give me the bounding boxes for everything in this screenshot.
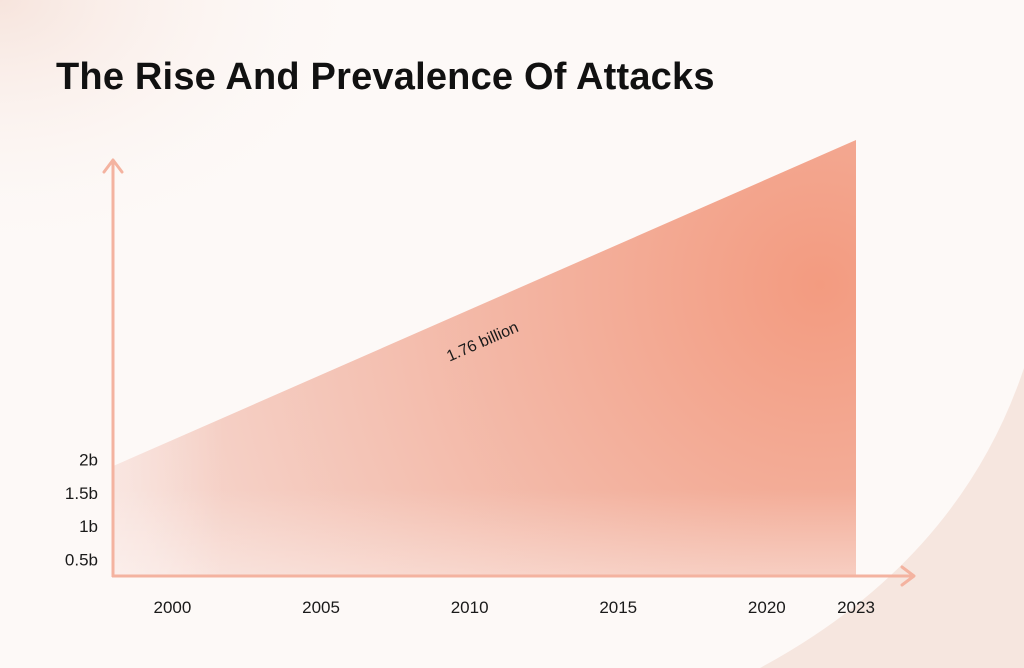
chart-title: The Rise And Prevalence Of Attacks [56, 56, 715, 98]
y-tick-label: 0.5b [65, 550, 98, 569]
x-tick-label: 2000 [154, 598, 192, 617]
background-corner-shape [760, 368, 1024, 668]
background-glow [0, 0, 380, 260]
y-tick-label: 1.5b [65, 484, 98, 503]
x-tick-label: 2015 [599, 598, 637, 617]
tick-labels: 2000 2005 2010 2015 2020 2023 0.5b 1b 1.5b 2b [65, 451, 875, 617]
x-tick-label: 2005 [302, 598, 340, 617]
y-axis-arrow-icon [102, 158, 124, 174]
x-tick-label: 2010 [451, 598, 489, 617]
x-axis-arrow-icon [900, 565, 916, 587]
y-tick-label: 2b [79, 451, 98, 470]
area-left-fade [113, 140, 856, 576]
y-tick-label: 1b [79, 517, 98, 536]
area-layer [113, 140, 856, 576]
x-tick-label: 2023 [837, 598, 875, 617]
axes [102, 158, 916, 587]
x-tick-label: 2020 [748, 598, 786, 617]
